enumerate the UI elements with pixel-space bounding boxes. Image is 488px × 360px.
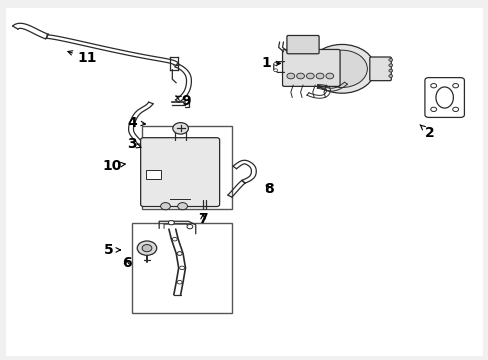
Bar (146, 170, 160, 179)
Text: 3: 3 (127, 137, 141, 151)
Bar (132, 223, 232, 313)
Circle shape (286, 73, 294, 79)
Circle shape (388, 58, 392, 61)
Circle shape (388, 64, 392, 67)
Circle shape (452, 84, 458, 88)
Text: 10: 10 (102, 159, 125, 173)
Circle shape (306, 73, 314, 79)
Circle shape (177, 280, 182, 284)
FancyBboxPatch shape (141, 138, 219, 207)
Circle shape (316, 50, 366, 87)
FancyBboxPatch shape (282, 49, 339, 86)
Circle shape (296, 73, 304, 79)
Text: 1: 1 (261, 57, 280, 71)
FancyBboxPatch shape (424, 78, 464, 117)
Circle shape (430, 107, 436, 112)
Circle shape (325, 73, 333, 79)
Circle shape (273, 62, 277, 65)
Circle shape (273, 69, 277, 72)
Text: 8: 8 (264, 182, 273, 196)
Circle shape (177, 252, 182, 255)
FancyBboxPatch shape (369, 57, 390, 81)
Circle shape (186, 225, 192, 229)
Circle shape (172, 237, 177, 241)
Text: 2: 2 (419, 125, 434, 140)
Circle shape (177, 252, 182, 255)
Text: 9: 9 (176, 94, 190, 108)
Bar (142, 126, 232, 209)
Circle shape (452, 107, 458, 112)
Text: 11: 11 (68, 51, 97, 65)
Circle shape (142, 244, 152, 252)
Circle shape (177, 203, 187, 210)
Circle shape (172, 123, 188, 134)
Circle shape (179, 266, 184, 270)
Circle shape (316, 73, 324, 79)
FancyBboxPatch shape (286, 36, 319, 54)
Text: 7: 7 (198, 212, 207, 226)
Text: 4: 4 (127, 116, 145, 130)
Circle shape (388, 75, 392, 77)
Circle shape (388, 69, 392, 72)
Circle shape (168, 221, 174, 225)
Text: 6: 6 (122, 256, 131, 270)
Circle shape (137, 241, 157, 255)
Circle shape (430, 84, 436, 88)
Text: 5: 5 (104, 243, 120, 257)
Circle shape (308, 44, 374, 93)
Circle shape (160, 203, 170, 210)
